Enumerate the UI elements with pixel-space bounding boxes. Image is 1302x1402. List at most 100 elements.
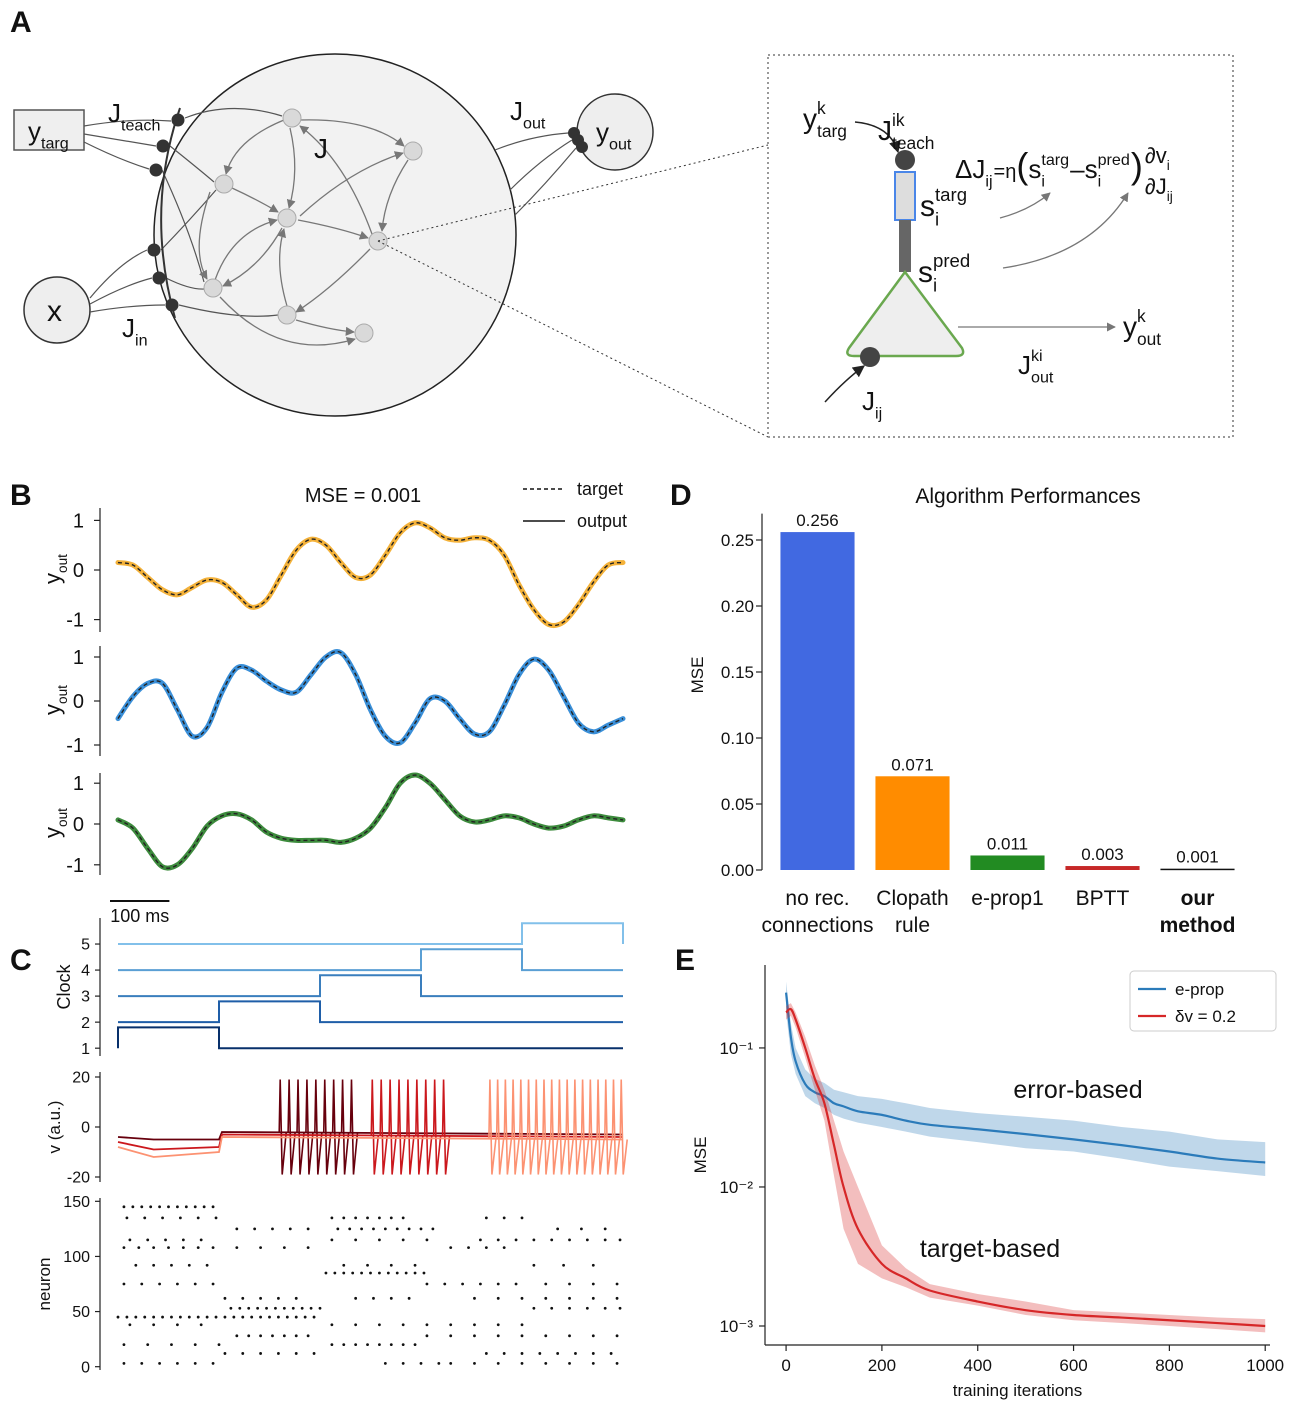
y-tick-label: 10⁻²: [719, 1178, 753, 1197]
legend-label: e-prop: [1175, 980, 1224, 999]
spike-dot: [152, 1323, 156, 1327]
spike-dot: [342, 1263, 346, 1267]
spike-dot: [568, 1334, 571, 1338]
spike-dot: [461, 1282, 464, 1286]
spike-dot: [354, 1216, 358, 1220]
spike: [423, 1079, 433, 1175]
rule: i: [1098, 172, 1102, 190]
spike-dot: [217, 1343, 221, 1347]
spike-dot: [413, 1263, 417, 1267]
spike-dot: [274, 1306, 277, 1310]
y-axis-label: neuron: [35, 1258, 54, 1311]
clock-line: [118, 1000, 623, 1024]
spike-dot: [520, 1216, 524, 1220]
y-tick-label: 0.00: [721, 861, 754, 880]
series-line: [784, 992, 1266, 1164]
spike-dot: [473, 1296, 476, 1300]
spike-dot: [473, 1334, 476, 1338]
spike-dot: [256, 1306, 260, 1310]
spike-dot: [544, 1282, 548, 1286]
spike-dot: [300, 1306, 304, 1310]
spike-dot: [116, 1315, 120, 1319]
y-axis-label: out: [55, 554, 70, 573]
spike-dot: [232, 1315, 236, 1319]
spike-dot: [568, 1296, 571, 1300]
spike-dot: [176, 1205, 179, 1209]
diagram-label: in: [135, 331, 148, 349]
rule: i: [1167, 158, 1170, 173]
spike-dot: [520, 1296, 524, 1300]
output-line: [115, 772, 626, 871]
spike-dot: [496, 1361, 500, 1365]
y-tick-label: -1: [66, 855, 84, 877]
y-tick-label: 2: [81, 1015, 90, 1032]
spike-dot: [196, 1216, 200, 1220]
y-tick-label: 0.10: [721, 729, 754, 748]
clock-line: [118, 922, 624, 946]
spike-dot: [580, 1227, 583, 1231]
spike-dot: [425, 1323, 429, 1327]
diagram-label: J: [122, 313, 135, 343]
spike-dot: [591, 1296, 595, 1300]
spike-dot: [202, 1205, 206, 1209]
spike-dot: [520, 1361, 524, 1365]
spike: [296, 1079, 305, 1175]
spike: [488, 1079, 497, 1175]
spike-dot: [306, 1227, 310, 1231]
spike: [349, 1079, 359, 1175]
inset-label: i: [933, 275, 937, 296]
spike: [526, 1079, 536, 1175]
rule: ): [1131, 145, 1143, 186]
spike-dot: [532, 1306, 536, 1310]
clock-line: [117, 1026, 623, 1050]
spike-dot: [514, 1238, 518, 1242]
scale-bar-label: 100 ms: [110, 906, 169, 926]
spike-dot: [214, 1216, 218, 1220]
y-tick-label: 150: [63, 1194, 90, 1211]
y-axis-label: MSE: [691, 1137, 710, 1174]
spike-dot: [618, 1238, 622, 1242]
spike-dot: [196, 1246, 200, 1250]
spike-dot: [342, 1271, 346, 1275]
recurrent-arrows: [198, 119, 409, 346]
spike: [406, 1079, 415, 1175]
spike-dot: [259, 1246, 262, 1250]
spike: [415, 1079, 424, 1175]
spike-dot: [419, 1361, 423, 1365]
y-axis-label: y: [40, 827, 65, 838]
spike-dot: [128, 1238, 132, 1242]
spike-dot: [170, 1263, 173, 1267]
spike-dot: [306, 1246, 310, 1250]
spike-dot: [360, 1227, 363, 1231]
spike-dot: [143, 1315, 147, 1319]
spike-dot: [425, 1238, 429, 1242]
y-axis-label: out: [55, 685, 70, 704]
inset-label: y: [803, 103, 817, 134]
spike-dot: [187, 1263, 191, 1267]
value-label: 0.001: [1176, 848, 1219, 867]
spike: [611, 1079, 621, 1175]
y-tick-label: 0: [81, 1359, 90, 1376]
spike-dot: [496, 1334, 500, 1338]
spike-dot: [574, 1352, 577, 1355]
spike-dot: [520, 1334, 524, 1338]
spike-dot: [211, 1246, 215, 1250]
spike-dot: [473, 1323, 476, 1327]
x-tick-label: 400: [964, 1356, 992, 1375]
inset-label: ik: [892, 110, 905, 130]
spike-dot: [591, 1334, 595, 1338]
spike-dot: [294, 1352, 298, 1355]
spike-dot: [250, 1315, 254, 1319]
spike-dot: [443, 1282, 447, 1286]
spike-dot: [333, 1271, 337, 1275]
spike-dot: [419, 1227, 423, 1231]
spike-dot: [496, 1238, 500, 1242]
output-node: [576, 93, 654, 171]
spike-dot: [532, 1238, 536, 1242]
soma: [846, 269, 965, 358]
spike: [379, 1079, 388, 1175]
spike-dot: [389, 1216, 393, 1220]
spike-dot: [158, 1282, 161, 1286]
y-axis-label: out: [55, 808, 70, 827]
